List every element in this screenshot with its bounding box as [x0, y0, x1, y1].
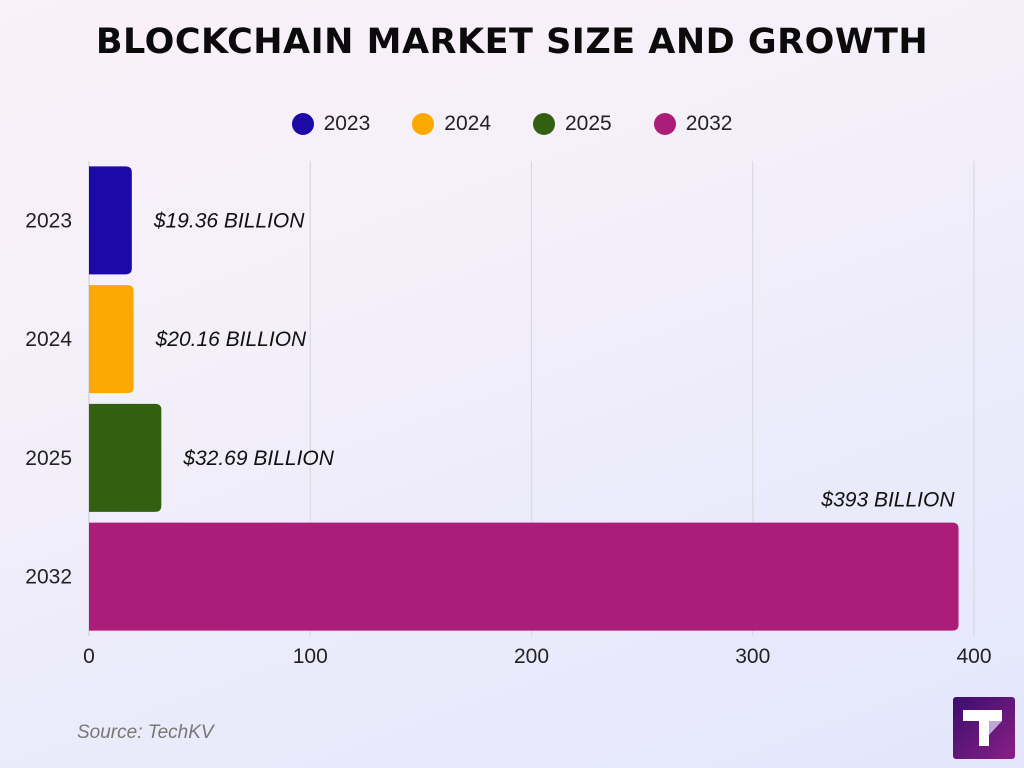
- legend-label-2025: 2025: [565, 112, 612, 135]
- x-tick-label-300: 300: [735, 645, 770, 668]
- legend-label-2024: 2024: [444, 112, 491, 135]
- bar-2024: [89, 285, 134, 394]
- logo-t-icon: [963, 710, 1002, 746]
- bar-2023: [89, 166, 132, 275]
- legend-label-2032: 2032: [685, 112, 733, 135]
- data-label-2023: $19.36 BILLION: [153, 209, 305, 232]
- legend-label-2023: 2023: [323, 112, 371, 135]
- data-label-2024: $20.16 BILLION: [155, 328, 307, 351]
- y-tick-label-2023: 2023: [25, 209, 72, 232]
- chart-title: BLOCKCHAIN MARKET SIZE AND GROWTH: [95, 22, 929, 62]
- source-note: Source: TechKV: [77, 722, 214, 743]
- legend-swatch-2023: [291, 113, 314, 135]
- legend-swatch-2024: [412, 113, 435, 135]
- legend-swatch-2032: [653, 113, 676, 135]
- x-tick-label-200: 200: [514, 645, 549, 668]
- brand-logo: [953, 697, 1015, 759]
- y-tick-label-2024: 2024: [25, 328, 72, 351]
- legend-item-2023: 2023: [291, 112, 371, 136]
- legend: 2023 2024 2025 2032: [0, 112, 1024, 136]
- bar-2032: [89, 522, 959, 631]
- legend-item-2024: 2024: [412, 112, 491, 136]
- y-tick-label-2025: 2025: [25, 447, 72, 470]
- x-tick-label-0: 0: [83, 645, 95, 668]
- bar-2025: [89, 403, 162, 512]
- data-label-2032: $393 BILLION: [820, 489, 955, 512]
- legend-swatch-2025: [533, 113, 555, 135]
- x-tick-label-400: 400: [956, 645, 991, 668]
- x-tick-label-100: 100: [293, 645, 328, 668]
- legend-item-2025: 2025: [533, 112, 612, 136]
- y-tick-label-2032: 2032: [25, 566, 72, 589]
- data-label-2025: $32.69 BILLION: [182, 447, 334, 470]
- legend-item-2032: 2032: [653, 112, 733, 136]
